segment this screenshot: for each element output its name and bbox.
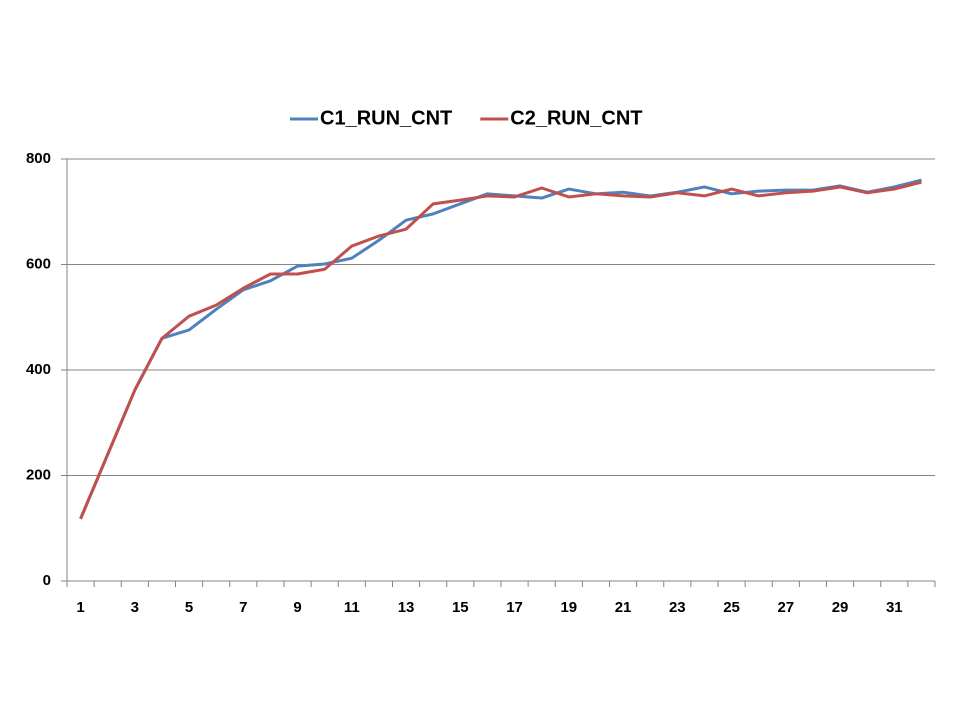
x-tick-label: 13 (398, 599, 415, 616)
x-tick-label: 5 (185, 599, 193, 616)
x-tick-label: 27 (777, 599, 794, 616)
legend-label: C1_RUN_CNT (320, 107, 452, 129)
x-tick-label: 1 (76, 599, 84, 616)
x-tick-label: 19 (560, 599, 577, 616)
x-tick-label: 7 (239, 599, 247, 616)
y-tick-label: 600 (26, 255, 51, 272)
y-tick-label: 400 (26, 361, 51, 378)
x-tick-label: 11 (344, 599, 360, 616)
legend-label: C2_RUN_CNT (510, 107, 642, 129)
y-tick-label: 200 (26, 466, 51, 483)
x-tick-label: 31 (886, 599, 903, 616)
x-tick-label: 17 (506, 599, 523, 616)
x-tick-label: 3 (131, 599, 139, 616)
x-tick-label: 15 (452, 599, 469, 616)
x-tick-label: 21 (615, 599, 632, 616)
y-tick-label: 800 (26, 150, 51, 167)
y-tick-label: 0 (43, 572, 51, 589)
x-tick-label: 23 (669, 599, 686, 616)
x-tick-label: 25 (723, 599, 740, 616)
x-tick-label: 29 (832, 599, 849, 616)
series-line (79, 178, 922, 520)
legend: C1_RUN_CNT C2_RUN_CNT (290, 107, 643, 129)
series-line (79, 180, 922, 520)
x-tick-label: 9 (293, 599, 301, 616)
